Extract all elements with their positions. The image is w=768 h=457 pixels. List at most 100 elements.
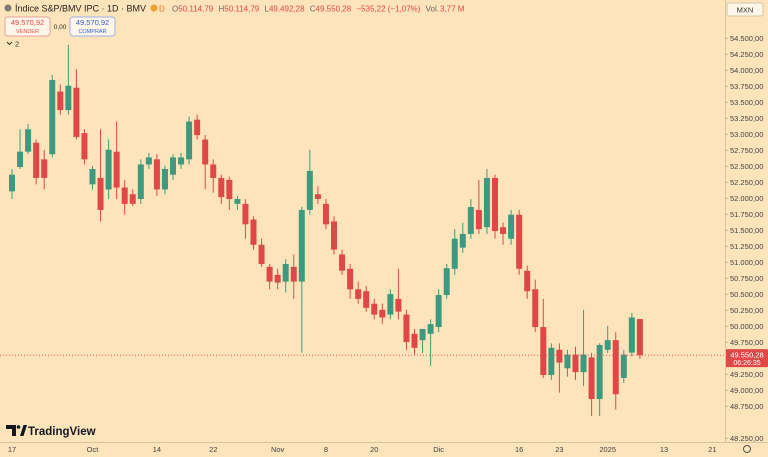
buy-price: 49.570,92	[76, 18, 109, 27]
y-tick-label: 49.000,00	[730, 386, 763, 395]
candle-body	[379, 309, 386, 318]
y-tick-label: 54.000,00	[730, 66, 763, 75]
candle-body	[636, 319, 643, 356]
candle-body	[628, 317, 635, 353]
candle-body	[580, 354, 587, 373]
ohlc-label: O	[172, 5, 178, 14]
candle-body	[105, 149, 112, 190]
candle-body	[210, 164, 217, 178]
x-tick-label: 20	[370, 445, 378, 454]
logo: TradingView	[6, 425, 96, 438]
candle-body	[540, 327, 547, 376]
candle-body	[258, 244, 265, 264]
candle-body	[620, 354, 627, 378]
candle-body	[596, 344, 603, 400]
candle-body	[186, 121, 193, 160]
y-tick-label: 52.000,00	[730, 194, 763, 203]
candle-body	[266, 266, 273, 282]
ohlc-value: 49.550,28	[316, 5, 352, 14]
candle-body	[459, 233, 466, 248]
collapse-icon[interactable]	[6, 41, 13, 46]
y-tick-label: 50.500,00	[730, 290, 763, 299]
y-tick-label: 53.750,00	[730, 82, 763, 91]
candle-body	[548, 347, 555, 376]
candles	[9, 44, 643, 416]
settings-icon[interactable]	[743, 445, 751, 453]
y-tick-label: 49.750,00	[730, 338, 763, 347]
candle-body	[371, 303, 378, 315]
candle-body	[516, 214, 523, 269]
price-label: 49.550,28	[730, 351, 763, 360]
candle-body	[395, 298, 402, 312]
y-tick-label: 51.000,00	[730, 258, 763, 267]
candle-body	[467, 207, 474, 234]
candle-body	[226, 179, 233, 200]
candle-body	[314, 194, 321, 200]
buy-button[interactable]	[69, 16, 116, 37]
x-tick-label: 8	[324, 445, 328, 454]
candle-body	[113, 151, 120, 188]
candle-body	[572, 354, 579, 373]
candle-body	[290, 266, 297, 282]
candle-body	[33, 142, 40, 178]
candle-body	[298, 209, 305, 282]
candle-body	[81, 133, 88, 160]
price-label-box	[726, 349, 768, 368]
candle-body	[564, 354, 571, 369]
candle-body	[339, 254, 346, 271]
candle-body	[73, 87, 80, 137]
candle-body	[89, 168, 96, 185]
candle-body	[419, 328, 426, 341]
ohlc-label: C	[310, 5, 316, 14]
candle-body	[347, 268, 354, 290]
candle-body	[137, 164, 144, 200]
indicators-toggle[interactable]: 2	[15, 40, 19, 49]
candle-body	[242, 203, 249, 225]
candle-body	[121, 187, 128, 204]
candle-body	[403, 314, 410, 343]
y-tick-label: 53.500,00	[730, 98, 763, 107]
candle-body	[41, 159, 48, 178]
candle-body	[161, 168, 168, 190]
sell-button[interactable]	[4, 16, 51, 37]
x-tick-label: 13	[660, 445, 668, 454]
candle-body	[443, 268, 450, 296]
candle-body	[97, 177, 104, 210]
y-tick-label: 49.250,00	[730, 370, 763, 379]
currency: MXN	[737, 6, 754, 15]
candle-body	[387, 294, 394, 315]
x-tick-label: 22	[209, 445, 217, 454]
candle-body	[274, 274, 281, 283]
x-tick-label: 2025	[599, 445, 616, 454]
ohlc: O50.114,79 H50.114,79 L49.492,28 C49.550…	[172, 5, 465, 14]
x-tick-label: 16	[515, 445, 523, 454]
candle-body	[153, 159, 160, 190]
candle-body	[25, 129, 32, 152]
y-tick-label: 53.000,00	[730, 130, 763, 139]
currency-box[interactable]	[726, 2, 764, 17]
candle-body	[57, 91, 64, 111]
ohlc-label: H	[218, 5, 224, 14]
candle-body	[604, 340, 611, 350]
y-tick-label: 51.500,00	[730, 226, 763, 235]
candle-body	[250, 219, 257, 245]
candle-body	[331, 221, 337, 250]
symbol-icon	[4, 4, 12, 12]
x-tick-label: Nov	[271, 445, 285, 454]
badge-dot	[150, 4, 158, 12]
y-tick-label: 51.750,00	[730, 210, 763, 219]
candle-body	[234, 199, 241, 204]
candle-body	[612, 340, 619, 395]
candle-body	[17, 151, 24, 168]
badge: D	[159, 5, 165, 14]
candle-body	[556, 349, 563, 363]
y-tick-label: 54.500,00	[730, 34, 763, 43]
volume-label: Vol.	[426, 5, 439, 14]
change: −535,22 (−1,07%)	[356, 5, 420, 14]
volume-value: 3,77 M	[440, 5, 465, 14]
symbol[interactable]: Índice S&P/BMV IPC · 1D · BMV	[15, 4, 146, 14]
candle-body	[194, 119, 201, 136]
y-tick-label: 52.500,00	[730, 162, 763, 171]
candle-body	[9, 174, 15, 192]
